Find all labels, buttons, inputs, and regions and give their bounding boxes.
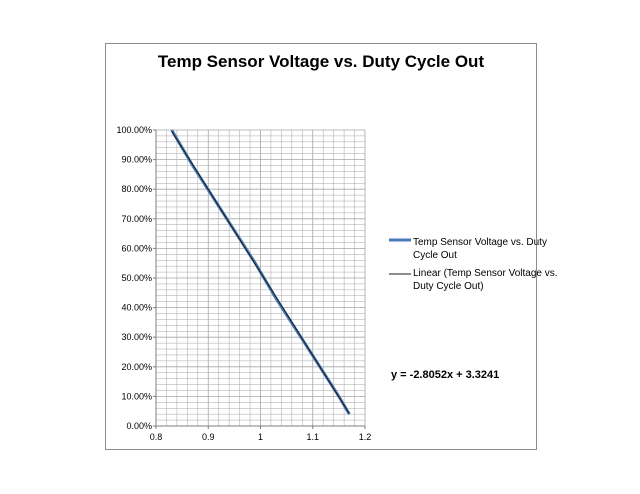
y-tick-label: 60.00% (121, 243, 152, 253)
trendline-equation: y = -2.8052x + 3.3241 (391, 369, 500, 381)
x-tick-label: 1.2 (359, 432, 372, 442)
y-tick-label: 10.00% (121, 391, 152, 401)
y-tick-label: 90.00% (121, 155, 152, 165)
x-tick-label: 0.8 (150, 432, 163, 442)
trendline (171, 130, 350, 414)
legend-series-swatch (389, 238, 411, 242)
y-tick-label: 30.00% (121, 332, 152, 342)
legend-trendline-label: Linear (Temp Sensor Voltage vs. Duty Cyc… (413, 268, 558, 292)
gridlines (155, 129, 366, 427)
y-tick-label: 50.00% (121, 273, 152, 283)
legend-trendline-swatch (389, 273, 411, 275)
x-tick-label: 1 (258, 432, 263, 442)
y-tick-label: 40.00% (121, 303, 152, 313)
chart-title: Temp Sensor Voltage vs. Duty Cycle Out (157, 52, 485, 71)
y-tick-label: 100.00% (116, 125, 152, 135)
plot-area: 0.00% 10.00% 20.00% 30.00% 40.00% 50.00% 60.00… (116, 125, 372, 442)
x-tick-label: 0.9 (202, 432, 215, 442)
y-tick-label: 80.00% (121, 184, 152, 194)
legend-series-label: Temp Sensor Voltage vs. Duty Cycle Out (413, 237, 547, 261)
y-tick-label: 0.00% (126, 421, 152, 431)
x-tick-label: 1.1 (306, 432, 319, 442)
y-tick-label: 70.00% (121, 214, 152, 224)
y-tick-label: 20.00% (121, 362, 152, 372)
chart-frame: Temp Sensor Voltage vs. Duty Cycle Out 0… (105, 43, 558, 450)
